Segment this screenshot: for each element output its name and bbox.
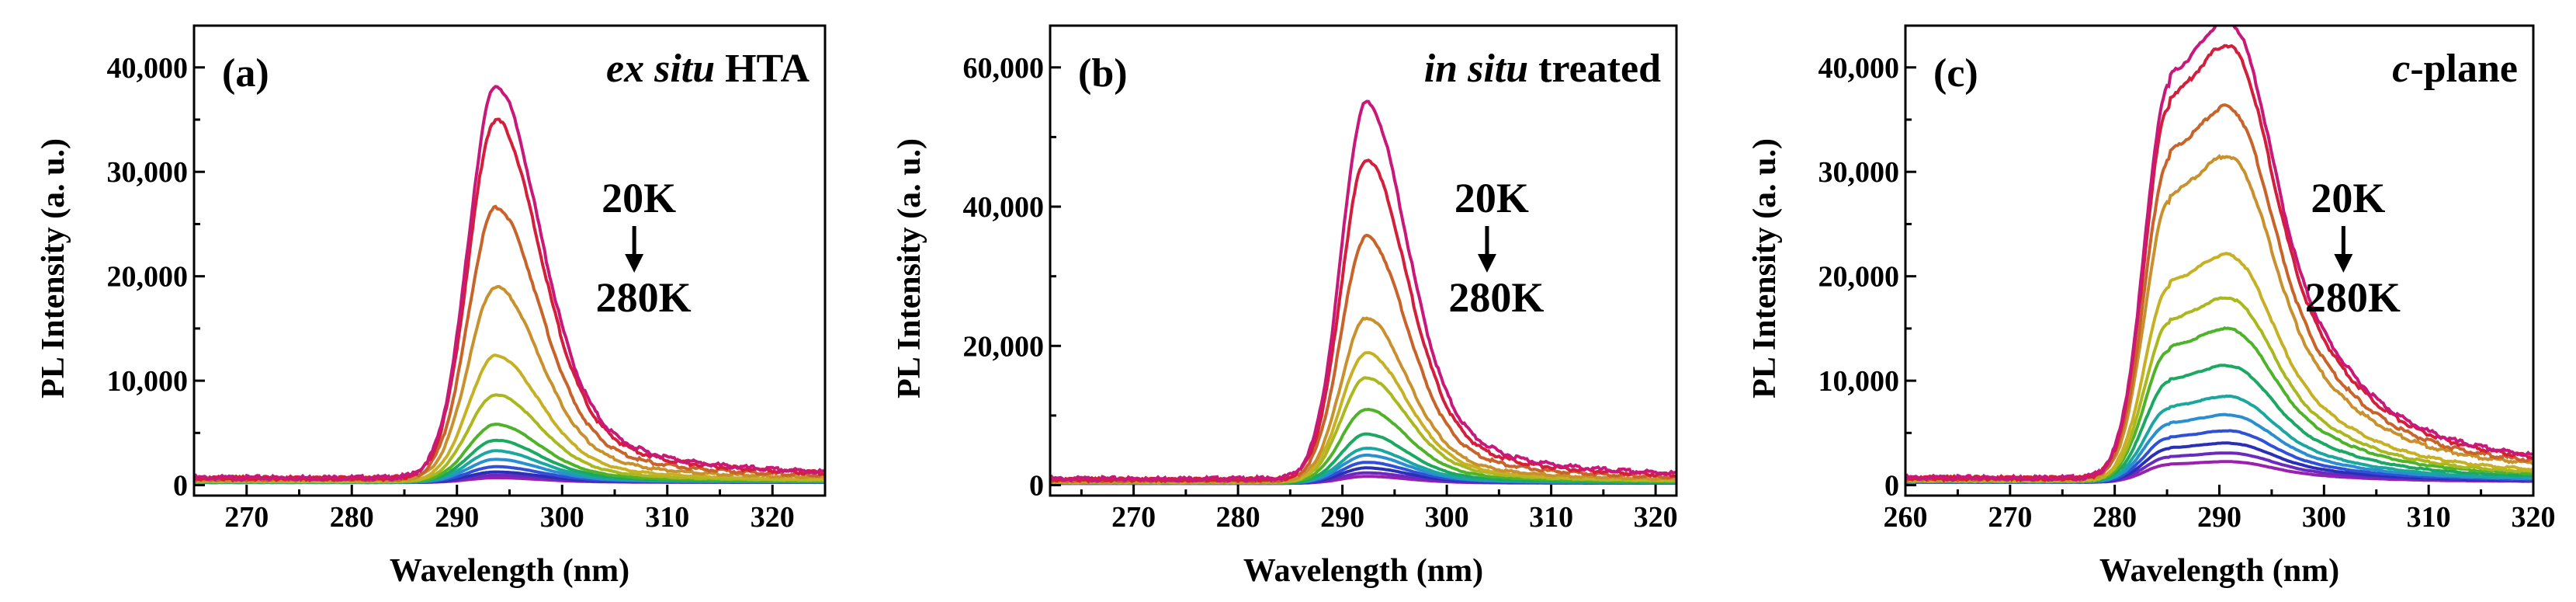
plot-frame bbox=[192, 24, 827, 497]
y-axis-title: PL Intensity (a. u.) bbox=[1747, 138, 1783, 398]
series-group bbox=[194, 85, 825, 485]
x-tick-label: 270 bbox=[224, 501, 269, 534]
x-tick-label: 290 bbox=[2197, 501, 2241, 534]
series-line-60K bbox=[194, 204, 825, 483]
series-line-20K bbox=[1905, 26, 2533, 482]
y-tick-label: 10,000 bbox=[1818, 365, 1900, 398]
series-line-80K bbox=[1050, 316, 1676, 485]
legend-bottom-temp: 280K bbox=[596, 274, 692, 321]
panel-label: (c) bbox=[1933, 51, 1978, 96]
panel-1: 270 280 290 300 310 320 0 10,000 20,000 30,000 40,… bbox=[36, 24, 827, 589]
series-line-100K bbox=[1905, 252, 2533, 484]
x-tick-label: 310 bbox=[1529, 501, 1573, 534]
panel-title-italic: c bbox=[2392, 47, 2410, 91]
x-tick-label: 280 bbox=[330, 501, 374, 534]
x-tick-label: 290 bbox=[435, 501, 479, 534]
series-group bbox=[1050, 99, 1676, 485]
panel-title-italic: ex situ bbox=[606, 47, 715, 91]
y-axis-title: PL Intensity (a. u.) bbox=[892, 138, 927, 398]
y-tick-label: 10,000 bbox=[107, 365, 189, 398]
y-tick-label: 0 bbox=[1884, 470, 1899, 503]
y-tick-label: 40,000 bbox=[963, 191, 1045, 224]
series-line-60K bbox=[1905, 103, 2533, 483]
series-line-60K bbox=[1050, 233, 1676, 484]
y-tick-label: 30,000 bbox=[107, 156, 189, 189]
x-tick-label: 310 bbox=[645, 501, 689, 534]
x-tick-label: 320 bbox=[1634, 501, 1678, 534]
x-tick-label: 310 bbox=[2407, 501, 2451, 534]
x-tick-label: 260 bbox=[1884, 501, 1928, 534]
x-tick-label: 300 bbox=[2302, 501, 2346, 534]
legend-arrow-head bbox=[1477, 254, 1496, 273]
y-tick-label: 0 bbox=[1029, 470, 1044, 503]
x-tick-label: 290 bbox=[1320, 501, 1364, 534]
x-tick-label: 270 bbox=[1988, 501, 2032, 534]
y-tick-label: 30,000 bbox=[1818, 156, 1900, 189]
panel-label: (a) bbox=[222, 51, 269, 96]
panel-title-italic: in situ bbox=[1424, 47, 1528, 91]
panel-title-rest: HTA bbox=[715, 47, 810, 91]
legend-bottom-temp: 280K bbox=[2305, 274, 2401, 321]
y-tick-label: 20,000 bbox=[963, 330, 1045, 363]
series-line-100K bbox=[194, 353, 825, 484]
x-tick-label: 300 bbox=[540, 501, 584, 534]
y-tick-label: 40,000 bbox=[107, 52, 189, 85]
panel-title: ex situ HTA bbox=[606, 47, 810, 91]
plot-frame bbox=[1049, 24, 1678, 497]
legend-bottom-temp: 280K bbox=[1448, 274, 1544, 321]
y-tick-label: 20,000 bbox=[107, 261, 189, 294]
y-tick-label: 20,000 bbox=[1818, 261, 1900, 294]
series-line-20K bbox=[1050, 99, 1676, 483]
y-tick-label: 60,000 bbox=[963, 52, 1045, 85]
panel-title: c-plane bbox=[2392, 47, 2518, 91]
x-tick-label: 300 bbox=[1425, 501, 1469, 534]
legend-arrow-head bbox=[625, 254, 644, 273]
x-tick-label: 280 bbox=[2092, 501, 2137, 534]
series-line-20K bbox=[194, 85, 825, 482]
panel-label: (b) bbox=[1078, 51, 1128, 96]
plot-frame bbox=[1904, 24, 2535, 497]
x-tick-label: 270 bbox=[1111, 501, 1156, 534]
panel-title: in situ treated bbox=[1424, 47, 1661, 91]
y-axis-title: PL Intensity (a. u.) bbox=[36, 138, 71, 398]
legend-top-temp: 20K bbox=[602, 175, 676, 221]
x-axis-title: Wavelength (nm) bbox=[1243, 553, 1483, 589]
legend-top-temp: 20K bbox=[1454, 175, 1529, 221]
panel-3: 260 270 280 290 300 310 320 0 10,000 20,000 30,000… bbox=[1747, 24, 2556, 589]
x-tick-label: 320 bbox=[2512, 501, 2556, 534]
x-axis-title: Wavelength (nm) bbox=[390, 553, 629, 589]
y-tick-label: 0 bbox=[173, 470, 188, 503]
x-tick-label: 320 bbox=[751, 501, 795, 534]
panel-title-rest: -plane bbox=[2410, 47, 2518, 91]
series-group bbox=[1905, 26, 2533, 485]
panel-title-rest: treated bbox=[1528, 47, 1661, 91]
x-tick-label: 280 bbox=[1216, 501, 1260, 534]
legend-arrow-head bbox=[2334, 254, 2353, 273]
x-axis-title: Wavelength (nm) bbox=[2099, 553, 2339, 589]
legend-top-temp: 20K bbox=[2311, 175, 2385, 221]
y-tick-label: 40,000 bbox=[1818, 52, 1900, 85]
panel-2: 270 280 290 300 310 320 0 20,000 40,000 60,000 Wav… bbox=[892, 24, 1678, 589]
